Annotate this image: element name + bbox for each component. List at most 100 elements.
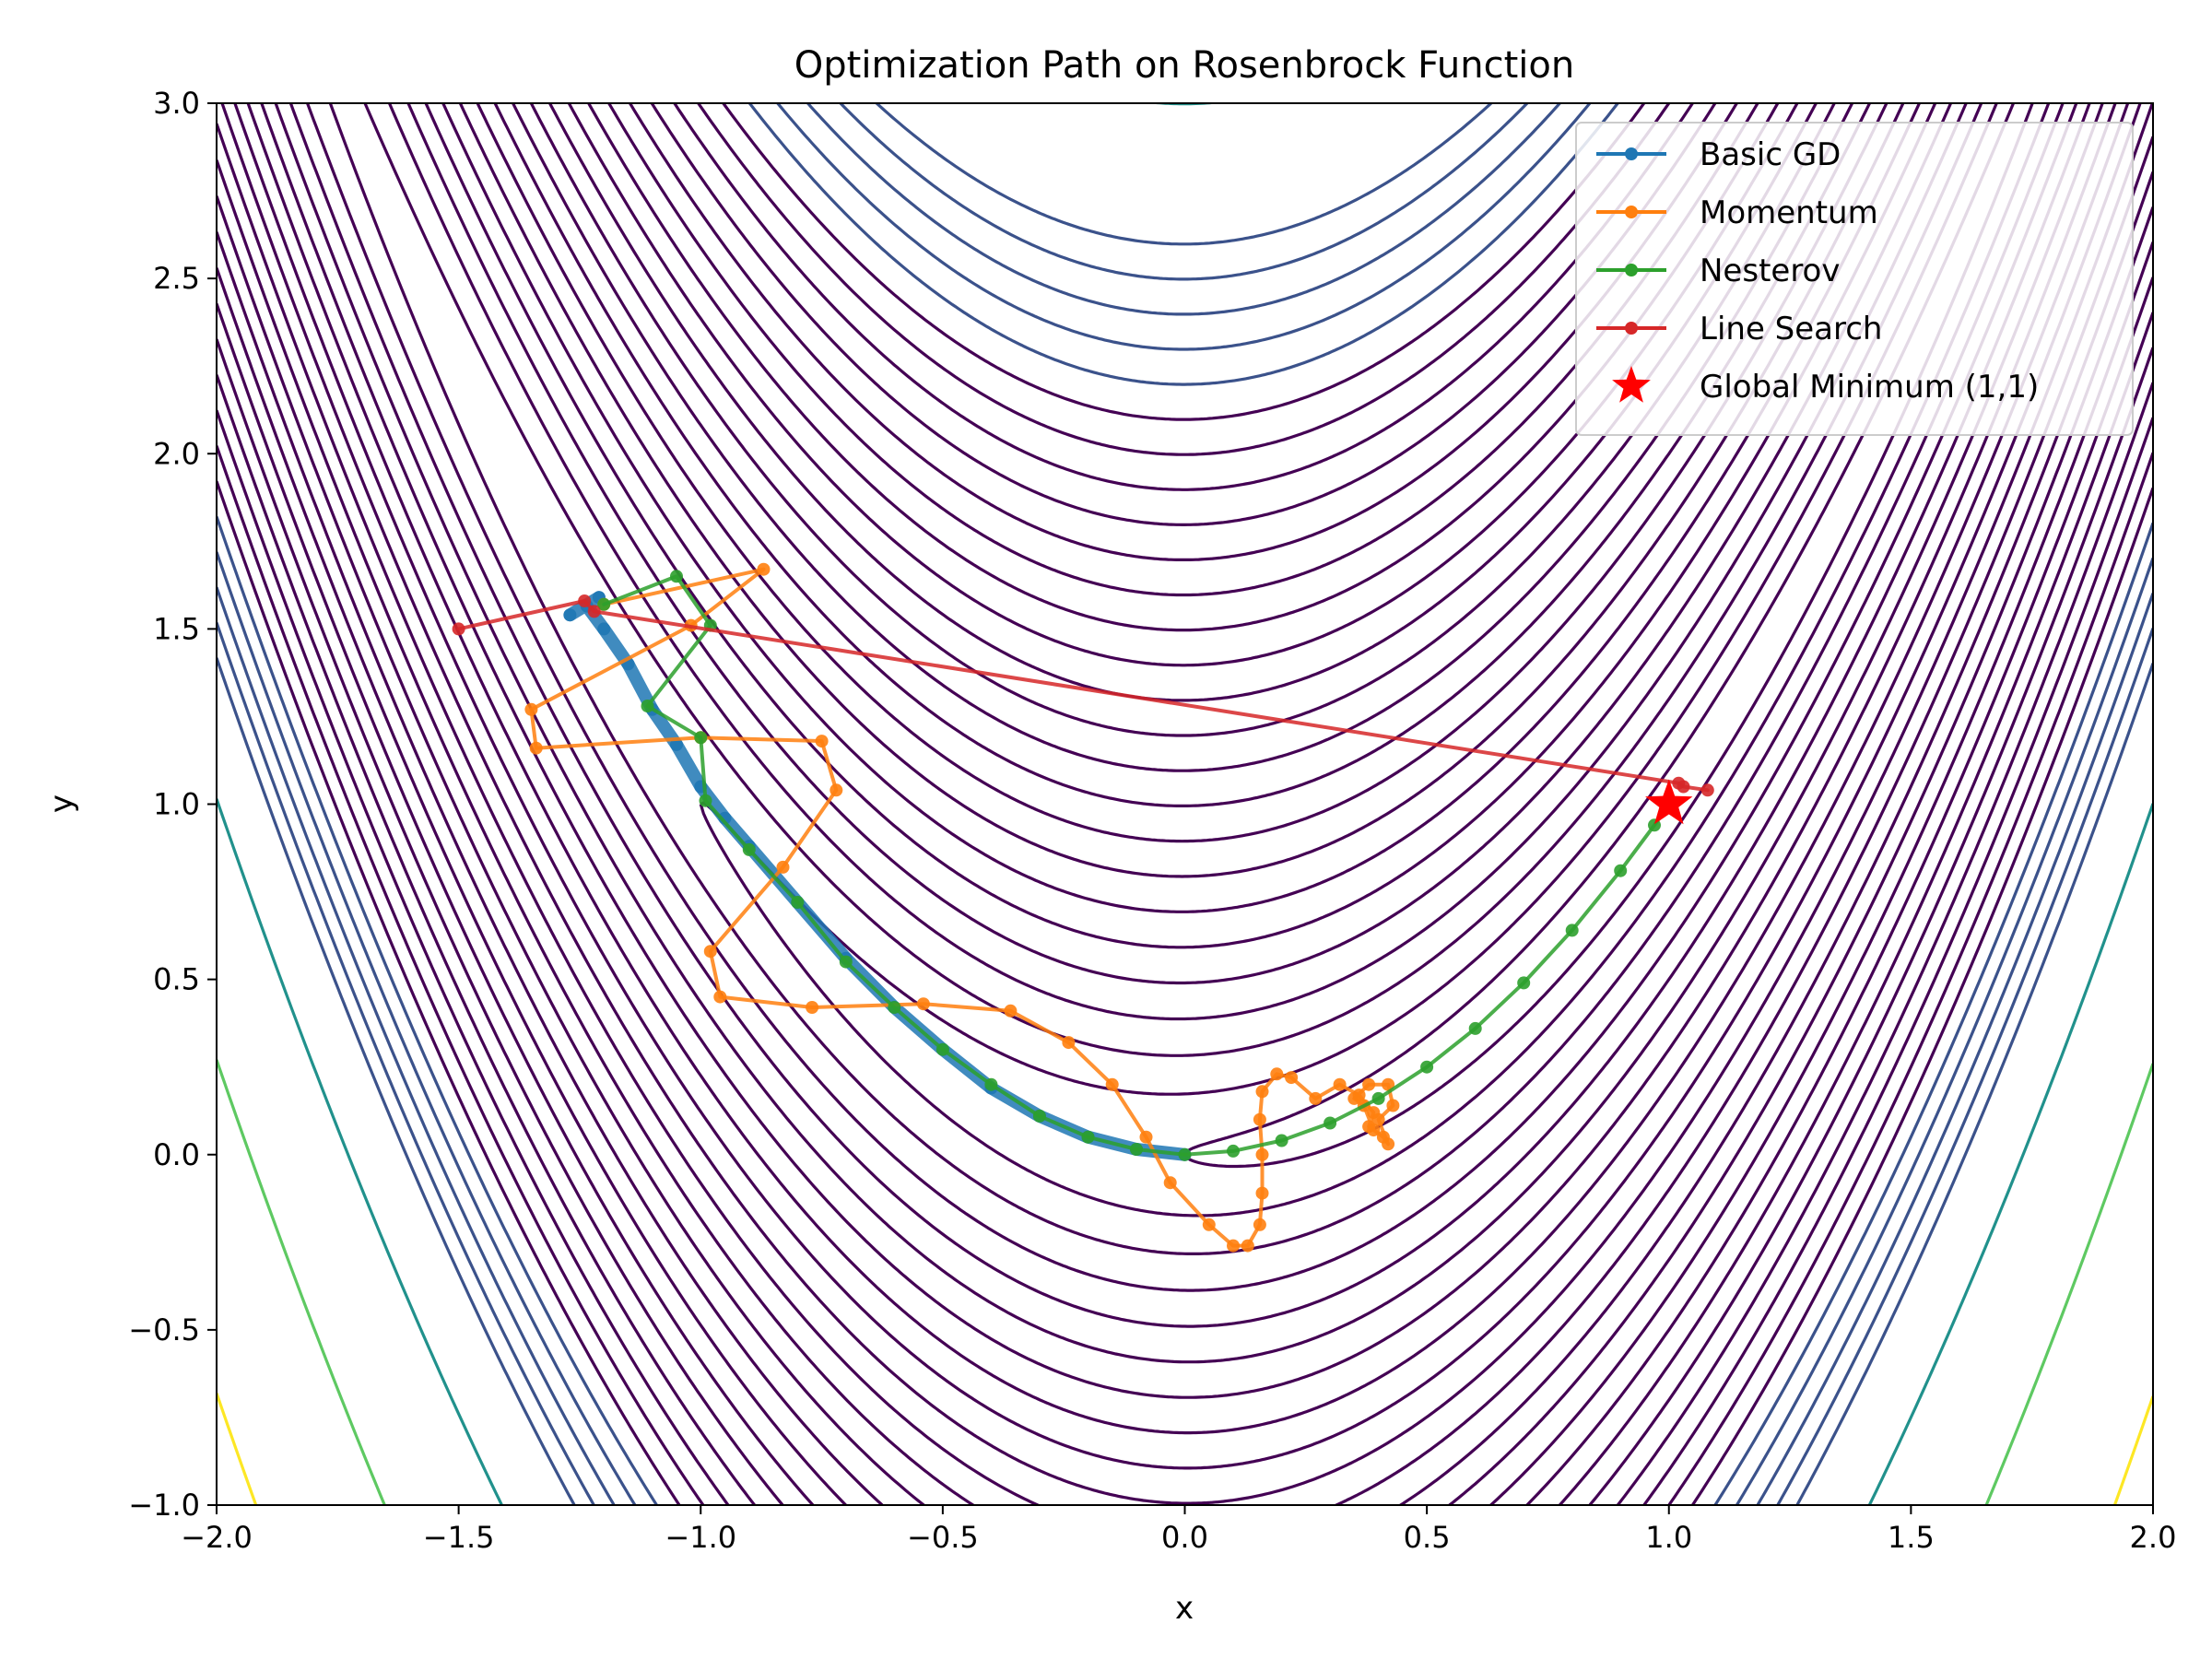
data-point <box>713 990 727 1004</box>
contour-line <box>838 103 1530 281</box>
contour-line <box>217 480 2153 1505</box>
data-point <box>1382 1137 1395 1151</box>
data-point <box>1347 1091 1361 1105</box>
data-point <box>935 1042 949 1056</box>
x-axis-label: x <box>1175 1590 1194 1627</box>
data-point <box>1255 1186 1269 1200</box>
y-tick-label: 0.0 <box>153 1137 200 1172</box>
contour-line <box>288 103 2091 1328</box>
x-tick-label: −1.5 <box>423 1520 495 1555</box>
y-tick-label: 2.5 <box>153 261 200 296</box>
contour-line <box>217 798 2153 1505</box>
data-point <box>806 1001 819 1014</box>
data-point <box>1371 1091 1385 1105</box>
legend-entry: Line Search <box>1596 311 1882 347</box>
data-point <box>1270 1067 1284 1081</box>
data-point <box>1382 1077 1395 1091</box>
data-point <box>815 735 829 748</box>
contour-line <box>424 103 1937 949</box>
data-point <box>830 783 843 797</box>
data-point <box>694 731 708 745</box>
contour-line <box>387 103 1968 1021</box>
contour-line <box>274 103 2104 1364</box>
legend-label: Nesterov <box>1700 253 1840 289</box>
legend-entry: Global Minimum (1,1) <box>1612 366 2039 406</box>
contour-line <box>217 515 2153 1505</box>
data-point <box>839 955 853 969</box>
data-point <box>1255 1147 1269 1161</box>
contour-line <box>220 103 2153 1505</box>
contour-line <box>217 657 2153 1505</box>
y-tick-label: 3.0 <box>153 86 200 121</box>
data-point <box>888 1001 901 1014</box>
data-point <box>984 1077 998 1091</box>
data-point <box>587 605 601 618</box>
legend: Basic GD Momentum Nesterov Line Search Globa… <box>1575 122 2134 436</box>
legend-label: Global Minimum (1,1) <box>1700 369 2039 406</box>
data-point <box>916 997 930 1011</box>
legend-marker <box>1625 147 1638 160</box>
contour-line <box>260 103 2117 1399</box>
contour-line <box>217 123 2153 1505</box>
x-tick-label: 2.0 <box>2130 1520 2177 1555</box>
contour-line <box>217 195 2153 1505</box>
data-point <box>1178 1147 1192 1161</box>
contour-line <box>441 103 1922 913</box>
legend-marker <box>1625 206 1638 218</box>
data-point <box>742 842 756 856</box>
data-point <box>1324 1116 1337 1130</box>
contour-line <box>233 103 2142 1470</box>
legend-label: Line Search <box>1700 311 1882 347</box>
legend-star <box>1612 366 1651 403</box>
x-tick-label: 0.5 <box>1404 1520 1451 1555</box>
data-point <box>1614 864 1628 877</box>
data-point <box>1105 1077 1119 1091</box>
data-point <box>1517 976 1531 990</box>
contour-line <box>217 231 2153 1505</box>
contour-line <box>217 267 2153 1505</box>
data-point <box>1241 1239 1254 1253</box>
y-tick-label: 1.0 <box>153 787 200 822</box>
legend-entry: Momentum <box>1596 194 1878 231</box>
contour-line <box>217 374 2153 1505</box>
data-point <box>1367 1124 1381 1137</box>
data-point <box>578 594 592 607</box>
contour-line <box>699 103 2051 1218</box>
data-point <box>1032 1109 1046 1123</box>
x-tick-label: 1.0 <box>1645 1520 1692 1555</box>
x-tick-label: −2.0 <box>181 1520 253 1555</box>
data-point <box>1565 924 1579 937</box>
data-point <box>1468 1021 1482 1035</box>
data-point <box>1309 1091 1323 1105</box>
contour-line <box>217 621 2153 1505</box>
x-tick-label: −1.0 <box>665 1520 736 1555</box>
contour-line <box>700 103 1998 1096</box>
x-tick-label: −0.5 <box>907 1520 979 1555</box>
y-axis-ticks: −1.0 −0.5 0.0 0.5 1.0 1.5 2.0 2.5 3.0 <box>128 86 217 1523</box>
legend-marker <box>1625 264 1638 276</box>
contour-line <box>217 302 2153 1505</box>
x-axis-ticks: −2.0 −1.5 −1.0 −0.5 0.0 0.5 1.0 1.5 2.0 <box>181 1505 2176 1555</box>
data-point <box>1362 1077 1376 1091</box>
contour-line <box>246 103 2130 1435</box>
data-point <box>529 741 543 755</box>
data-point <box>757 562 771 576</box>
series-momentum <box>524 562 1400 1253</box>
contour-line <box>217 586 2153 1505</box>
data-point <box>1004 1004 1018 1018</box>
data-point <box>1081 1130 1095 1144</box>
data-point <box>1386 1099 1400 1112</box>
contour-line <box>806 103 1562 316</box>
data-point <box>597 622 611 636</box>
y-axis-label: y <box>43 794 80 813</box>
y-tick-label: 1.5 <box>153 611 200 646</box>
contour-line <box>721 103 1646 421</box>
data-point <box>1420 1060 1434 1074</box>
data-point <box>670 570 683 583</box>
data-point <box>1333 1077 1347 1091</box>
data-point <box>1255 1085 1269 1099</box>
y-tick-label: 0.5 <box>153 962 200 997</box>
contour-line <box>217 409 2153 1505</box>
data-point <box>563 608 577 622</box>
